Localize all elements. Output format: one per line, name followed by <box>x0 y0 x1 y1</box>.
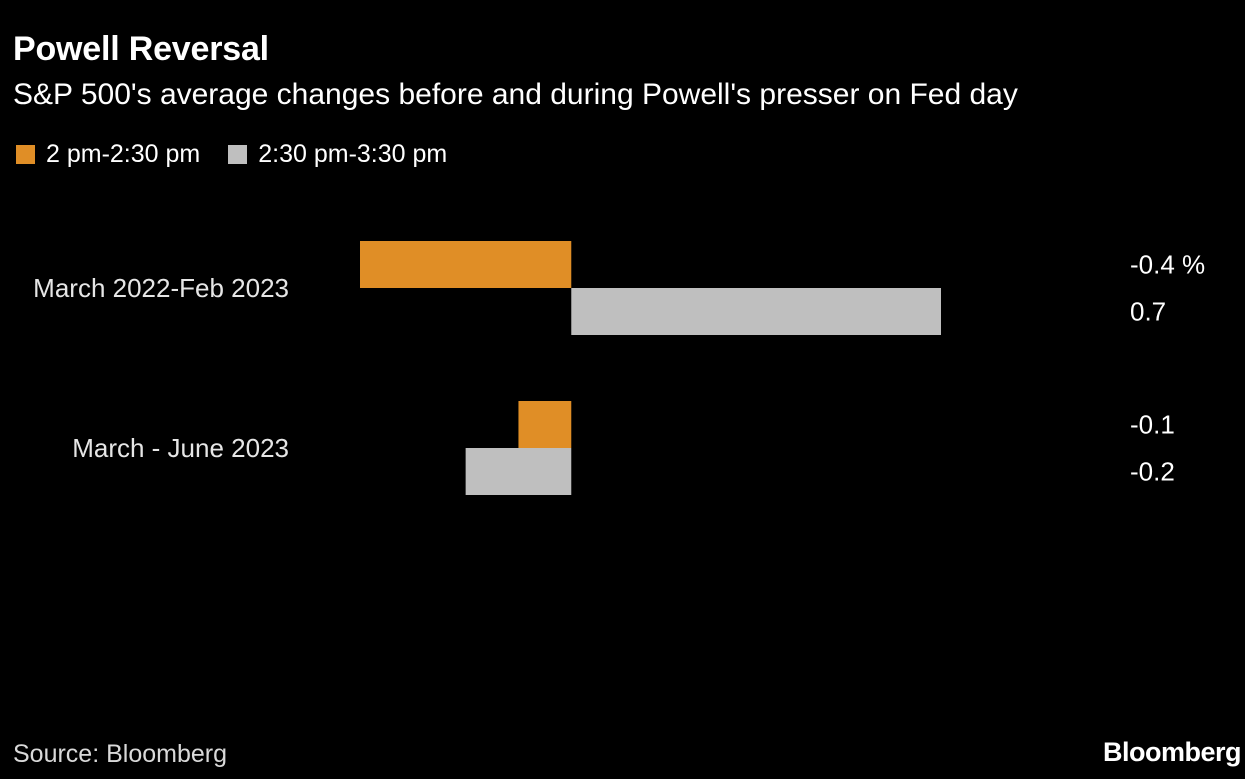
legend-swatch-series-1 <box>16 145 35 164</box>
legend-item-series-2: 2:30 pm-3:30 pm <box>228 140 447 169</box>
value-label-2-series-1: -0.1 <box>1130 410 1175 440</box>
chart-subtitle: S&P 500's average changes before and dur… <box>13 78 1018 111</box>
legend-swatch-series-2 <box>228 145 248 164</box>
value-label-1-series-1: -0.4 % <box>1130 250 1205 280</box>
bar-2-series-1 <box>518 401 572 448</box>
bloomberg-logo: Bloomberg <box>1102 737 1242 767</box>
legend: 2 pm-2:30 pm 2:30 pm-3:30 pm <box>16 140 475 169</box>
bar-1-series-1 <box>360 241 572 288</box>
legend-label-series-2: 2:30 pm-3:30 pm <box>258 140 448 168</box>
source-note: Source: Bloomberg <box>13 740 228 768</box>
legend-item-series-1: 2 pm-2:30 pm <box>16 140 200 169</box>
value-label-1-series-2: 0.7 <box>1130 297 1166 327</box>
value-label-2-series-2: -0.2 <box>1130 457 1175 487</box>
bar-2-series-2 <box>465 448 572 495</box>
legend-label-series-1: 2 pm-2:30 pm <box>46 140 201 168</box>
bar-1-series-2 <box>571 288 941 335</box>
chart-title: Powell Reversal <box>13 30 269 68</box>
category-label-1: March 2022-Feb 2023 <box>33 273 289 303</box>
category-label-2: March - June 2023 <box>72 433 289 463</box>
